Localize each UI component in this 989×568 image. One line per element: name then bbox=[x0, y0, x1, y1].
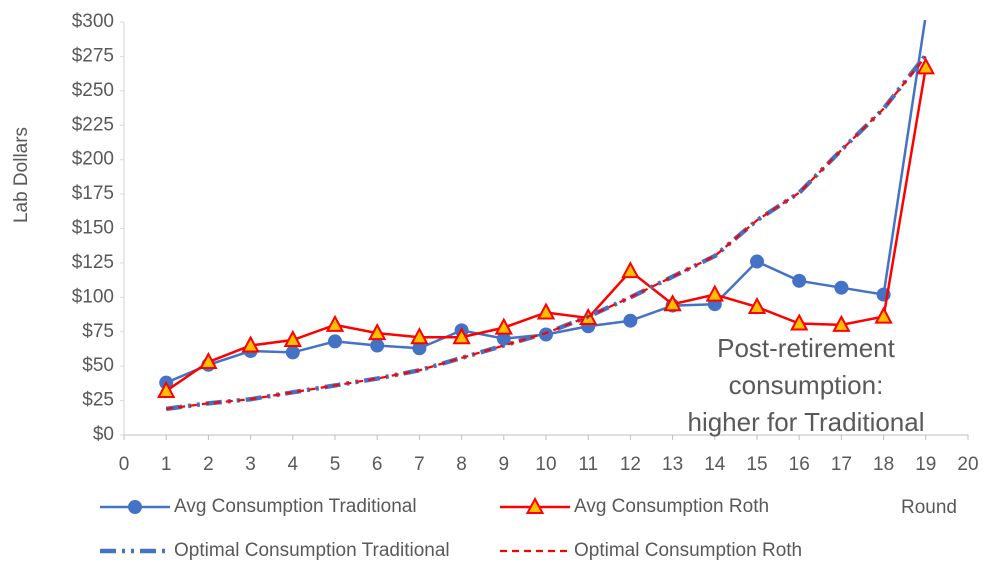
marker bbox=[747, 296, 767, 314]
marker bbox=[494, 317, 513, 335]
y-tick-label: $200 bbox=[72, 149, 114, 170]
y-tick-label: $100 bbox=[72, 286, 114, 307]
legend-label: Optimal Consumption Traditional bbox=[174, 540, 450, 561]
plot-area bbox=[157, 20, 935, 412]
series-line bbox=[165, 53, 928, 412]
marker bbox=[412, 341, 427, 356]
x-tick-label: 7 bbox=[414, 454, 425, 475]
marker bbox=[621, 261, 640, 279]
legend-marker bbox=[128, 500, 142, 514]
y-tick-label: $250 bbox=[72, 80, 114, 101]
marker bbox=[623, 313, 638, 328]
y-tick-label: $75 bbox=[82, 321, 114, 342]
x-tick-label: 16 bbox=[789, 454, 810, 475]
x-tick-label: 9 bbox=[499, 454, 510, 475]
y-axis-label: Lab Dollars bbox=[11, 127, 32, 223]
x-tick-label: 12 bbox=[620, 454, 641, 475]
y-tick-label: $300 bbox=[72, 11, 114, 32]
annotation: consumption: bbox=[729, 370, 884, 400]
marker bbox=[157, 380, 176, 398]
x-tick-label: 5 bbox=[330, 454, 341, 475]
y-tick-label: $150 bbox=[72, 218, 114, 239]
marker bbox=[285, 345, 300, 360]
x-tick-label: 13 bbox=[662, 454, 683, 475]
x-tick-label: 19 bbox=[915, 454, 936, 475]
marker bbox=[452, 327, 471, 345]
x-axis-label: Round bbox=[901, 497, 957, 518]
x-tick-label: 2 bbox=[203, 454, 214, 475]
y-tick-label: $0 bbox=[93, 424, 114, 445]
marker bbox=[241, 335, 260, 353]
marker bbox=[325, 314, 345, 332]
x-tick-label: 17 bbox=[831, 454, 852, 475]
y-tick-label: $50 bbox=[82, 355, 114, 376]
marker bbox=[536, 302, 556, 320]
marker bbox=[874, 306, 893, 324]
y-tick-label: $175 bbox=[72, 183, 114, 204]
marker bbox=[199, 351, 218, 370]
marker bbox=[916, 57, 935, 75]
x-tick-label: 14 bbox=[704, 454, 726, 475]
legend-label: Avg Consumption Traditional bbox=[174, 496, 417, 517]
marker bbox=[368, 323, 387, 341]
x-tick-label: 4 bbox=[288, 454, 299, 475]
annotation: Post-retirement bbox=[717, 333, 895, 363]
x-tick-label: 10 bbox=[535, 454, 556, 475]
x-tick-label: 1 bbox=[161, 454, 172, 475]
marker bbox=[832, 314, 851, 332]
marker bbox=[663, 294, 682, 312]
marker bbox=[792, 273, 807, 288]
marker bbox=[750, 254, 764, 269]
y-tick-label: $275 bbox=[72, 45, 114, 66]
x-tick-label: 20 bbox=[957, 454, 978, 475]
marker bbox=[834, 280, 849, 295]
y-tick-label: $125 bbox=[72, 252, 114, 273]
marker bbox=[410, 327, 429, 345]
x-tick-label: 11 bbox=[578, 454, 598, 475]
x-tick-label: 8 bbox=[456, 454, 467, 475]
marker bbox=[370, 338, 385, 353]
marker bbox=[790, 313, 809, 331]
y-tick-label: $25 bbox=[82, 390, 114, 411]
series-line bbox=[166, 55, 927, 410]
x-tick-label: 3 bbox=[245, 454, 256, 475]
marker bbox=[705, 284, 724, 302]
x-tick-label: 0 bbox=[119, 454, 130, 475]
legend-label: Optimal Consumption Roth bbox=[574, 540, 802, 561]
annotation: higher for Traditional bbox=[687, 407, 924, 437]
marker bbox=[283, 329, 302, 348]
legend-marker bbox=[525, 496, 545, 514]
x-tick-label: 6 bbox=[372, 454, 383, 475]
marker bbox=[496, 331, 511, 346]
legend-label: Avg Consumption Roth bbox=[574, 496, 769, 517]
marker bbox=[328, 334, 342, 349]
x-tick-label: 18 bbox=[873, 454, 894, 475]
x-tick-label: 15 bbox=[746, 454, 767, 475]
y-tick-label: $225 bbox=[72, 114, 114, 135]
